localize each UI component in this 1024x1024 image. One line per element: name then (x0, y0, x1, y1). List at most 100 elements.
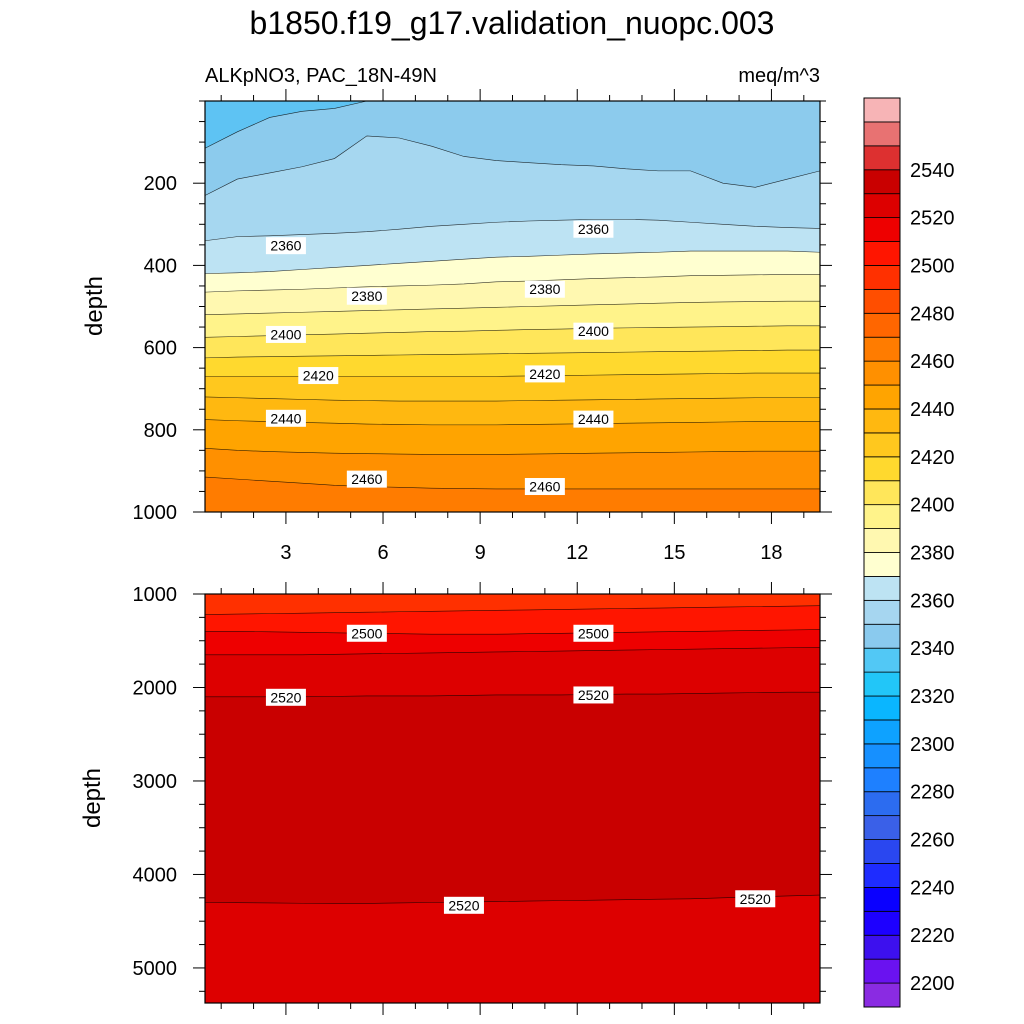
colorbar-tick-label: 2460 (910, 351, 955, 373)
colorbar-tick-label: 2260 (910, 830, 955, 852)
colorbar-tick-label: 2200 (910, 973, 955, 995)
contour-label: 2520 (270, 689, 301, 705)
contour-label-bg (573, 322, 614, 340)
colorbar-swatch (863, 265, 901, 290)
colorbar-swatch (863, 456, 901, 482)
contour-label-bg (265, 325, 306, 343)
contour-line-12 (204, 447, 820, 455)
contour-label: 2500 (351, 625, 382, 641)
contour-label: 2440 (578, 411, 609, 427)
colorbar-tick-label: 2400 (910, 495, 955, 517)
colorbar-swatch (863, 480, 901, 506)
colorbar-swatch (863, 408, 901, 434)
colorbar-swatch (863, 695, 901, 721)
y-tick-label: 3000 (133, 771, 178, 793)
contour-label-bg (443, 896, 484, 914)
contour-label: 2420 (529, 366, 560, 382)
contour-label-bg (265, 688, 306, 706)
colorbar-swatch (863, 934, 901, 960)
colorbar-swatch (863, 97, 901, 123)
colorbar-swatch (863, 815, 901, 840)
colorbar-swatch (863, 791, 901, 817)
contour-label: 2380 (529, 281, 560, 297)
colorbar-swatch (863, 217, 901, 242)
contour-label: 2360 (578, 221, 609, 237)
contour-line-4 (205, 691, 820, 698)
chart-subtitle-units: meq/m^3 (738, 65, 820, 87)
contour-line-6 (204, 300, 820, 316)
contour-label: 2360 (270, 238, 301, 254)
colorbar-tick-label: 2440 (910, 399, 955, 421)
colorbar-tick-label: 2240 (910, 877, 955, 899)
colorbar-swatch (863, 528, 901, 553)
contour-label-bg (298, 367, 339, 385)
colorbar-tick-label: 2340 (910, 638, 955, 660)
x-tick-label: 9 (475, 542, 486, 564)
colorbar-swatch (863, 863, 901, 888)
contour-label-bg (735, 890, 776, 908)
contour-label-bg (524, 280, 565, 298)
contour-line-2 (205, 629, 821, 635)
colorbar-swatch (863, 599, 901, 625)
colorbar-swatch (863, 910, 901, 936)
colorbar-swatch (863, 576, 901, 601)
contour-label-bg (265, 237, 306, 255)
contour-label: 2400 (270, 326, 301, 342)
y-tick-label: 1000 (133, 502, 178, 524)
colorbar-swatch (863, 241, 901, 266)
y-tick-label: 2000 (133, 677, 178, 699)
contour-label: 2520 (448, 897, 479, 913)
contour-label-bg (573, 220, 614, 238)
colorbar-tick-label: 2500 (910, 255, 955, 277)
colorbar-tick-label: 2420 (910, 447, 955, 469)
contour-label: 2520 (740, 891, 771, 907)
contour-label: 2440 (270, 410, 301, 426)
colorbar-swatch (863, 886, 901, 912)
contour-line-3 (205, 646, 821, 656)
upper-panel: 3 6 9 12 15 18 200 400 600 800 1000 2360 2360 2380 238… (133, 89, 832, 564)
colorbar-swatch (863, 623, 901, 649)
y-tick-label: 200 (144, 173, 177, 195)
colorbar-swatch (863, 982, 901, 1008)
contour-label-bg (573, 686, 614, 704)
contour-label-bg (265, 409, 306, 427)
y-tick-label: 800 (144, 420, 177, 442)
lower-panel: 1000 2000 3000 4000 5000 2500 2500 2520 2520 2520… (133, 582, 832, 1015)
colorbar-tick-label: 2520 (910, 208, 955, 230)
colorbar-swatch (863, 312, 901, 338)
y-tick-label: 5000 (133, 958, 178, 980)
colorbar-tick-label: 2360 (910, 590, 955, 612)
colorbar-swatch (863, 360, 901, 386)
x-tick-label: 3 (280, 542, 291, 564)
y-tick-label: 400 (144, 255, 177, 277)
colorbar-frame (863, 97, 901, 1008)
colorbar-tick-label: 2320 (910, 686, 955, 708)
colorbar-tick-label: 2540 (910, 160, 955, 182)
contour-label: 2380 (351, 288, 382, 304)
chart-subtitle-left: ALKpNO3, PAC_18N-49N (205, 65, 437, 87)
contour-label-bg (573, 410, 614, 428)
colorbar-swatch (863, 767, 901, 793)
colorbar-swatch (863, 384, 901, 410)
contour-line-11 (204, 419, 820, 426)
colorbar-swatch (863, 121, 901, 147)
contour-line-1 (204, 605, 821, 615)
chart-title: b1850.f19_g17.validation_nuopc.003 (250, 5, 775, 41)
y-tick-label: 4000 (133, 864, 178, 886)
colorbar-swatch (863, 743, 901, 769)
colorbar-swatch (863, 719, 901, 745)
contour-line-5 (204, 274, 820, 293)
x-tick-label: 18 (760, 542, 782, 564)
contour-line-4 (204, 250, 821, 274)
colorbar-tick-label: 2480 (910, 303, 955, 325)
y-tick-label: 1000 (133, 584, 178, 606)
contour-band-13 (205, 477, 820, 512)
colorbar-tick-label: 2380 (910, 543, 955, 565)
contour-label-bg (573, 624, 614, 642)
contour-line-3 (204, 219, 821, 242)
contour-line-2 (204, 135, 821, 196)
colorbar-swatch (863, 958, 901, 984)
colorbar-swatch (863, 647, 901, 673)
colorbar-swatch (863, 504, 901, 529)
